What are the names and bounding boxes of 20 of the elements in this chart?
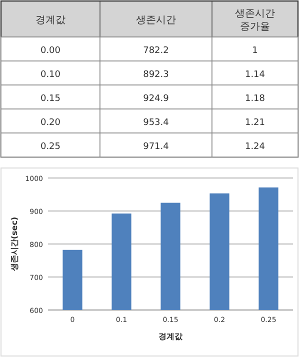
y-tick-label: 0.10 — [40, 70, 61, 80]
data-label: 1 — [252, 46, 258, 56]
x-tick-label: 생존시간 증가율 — [235, 8, 275, 32]
data-label: 782.2 — [143, 46, 169, 56]
y-tick-label: 0.00 — [40, 46, 61, 56]
x-tick-label: 생존시간 — [136, 15, 176, 26]
data-label: 1.21 — [244, 118, 266, 128]
data-label: 924.9 — [143, 94, 170, 104]
y-axis-title: 경계값 — [36, 15, 66, 26]
data-label: 971.4 — [143, 142, 170, 152]
data-label: 1.14 — [244, 70, 266, 80]
y-axis-title: 생존시간(sec) — [10, 216, 19, 272]
y-tick-label: 0.20 — [40, 118, 61, 128]
y-tick-label: 0.25 — [40, 142, 61, 152]
data-label: 1.24 — [244, 142, 266, 152]
y-tick-label: 0.15 — [40, 94, 61, 104]
data-label: 892.3 — [143, 70, 169, 80]
x-axis-title: 경계값 — [158, 332, 184, 341]
data-label: 953.4 — [143, 118, 170, 128]
data-label: 1.18 — [244, 94, 266, 104]
